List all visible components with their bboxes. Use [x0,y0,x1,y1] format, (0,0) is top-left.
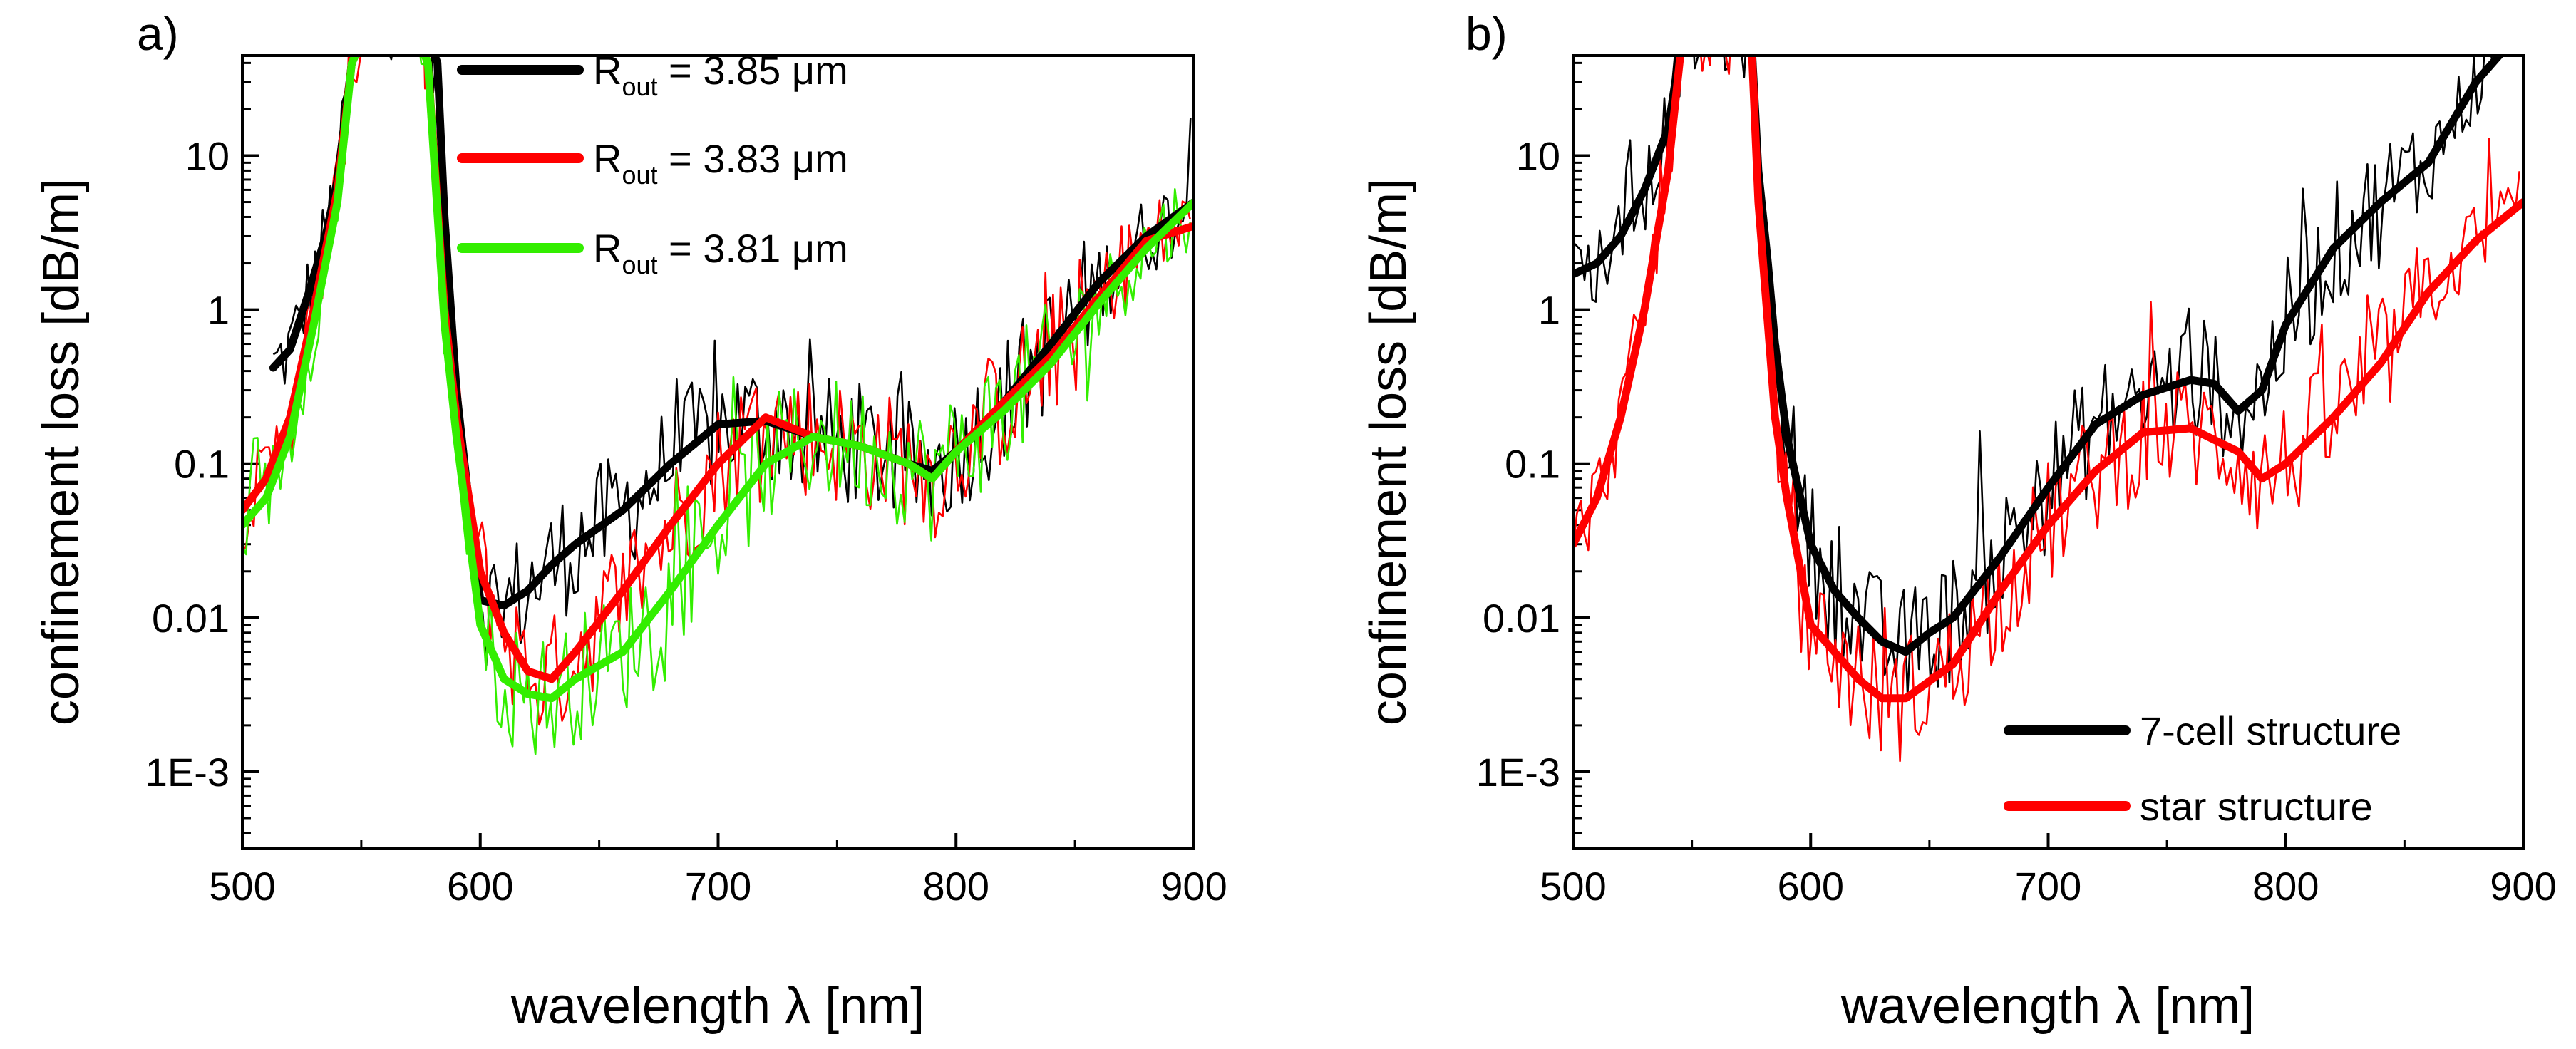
x-tick-label: 900 [2490,864,2556,909]
raw-trace-1 [1573,56,2520,763]
panel-a: 500 600 700 800 900 1E-3 0.01 0.1 1 10 wavelengt… [33,7,1227,1035]
y-tick-label: 0.1 [1505,442,1560,487]
series-line-1 [1573,56,2523,703]
y-tick-label: 10 [185,133,230,178]
panel-b-legend: 7-cell structure star structure [2004,708,2401,829]
x-tick-label: 800 [923,864,989,909]
y-tick-label: 1E-3 [145,750,230,795]
panel-a-y-axis-title: confinement loss [dB/m] [33,178,90,725]
y-tick-label: 0.1 [174,442,230,487]
legend-entry-text: star structure [2140,784,2373,829]
y-tick-label: 1 [207,288,230,333]
panel-a-frame [241,54,1195,850]
y-tick-label: 0.01 [152,596,230,641]
legend-entry-text: Rout = 3.85 μm [593,48,848,101]
legend-entry-text: Rout = 3.83 μm [593,136,848,190]
panel-b-x-axis-title: wavelength λ [nm] [1840,978,2255,1035]
y-tick-label: 1 [1538,288,1560,333]
series-line-0 [1573,56,2504,656]
panel-a-y-tick-labels: 1E-3 0.01 0.1 1 10 [145,133,230,794]
x-tick-label: 600 [1778,864,1844,909]
series-line-2 [242,56,1194,703]
raw-trace-0 [1573,56,2496,697]
panel-b-frame [1572,54,2525,850]
panel-b-y-axis-title: confinement loss [dB/m] [1360,178,1417,725]
panel-b-series [1573,56,2523,703]
x-tick-label: 500 [209,864,275,909]
raw-trace-0 [272,56,1192,666]
x-tick-label: 900 [1160,864,1227,909]
x-tick-label: 700 [685,864,751,909]
panel-b-x-tick-labels: 500 600 700 800 900 [1540,864,2556,909]
y-tick-label: 1E-3 [1476,750,1560,795]
panel-b-y-tick-labels: 1E-3 0.01 0.1 1 10 [1476,133,1560,794]
x-tick-label: 700 [2015,864,2081,909]
panel-b-label: b) [1465,7,1508,60]
x-tick-label: 500 [1540,864,1606,909]
x-tick-label: 800 [2252,864,2319,909]
y-tick-label: 10 [1516,133,1560,178]
panel-b: 500 600 700 800 900 1E-3 0.01 0.1 1 10 wavelengt… [1360,7,2557,1035]
panel-b-raw-traces [1573,56,2520,763]
legend-entry-text: 7-cell structure [2140,708,2401,753]
panel-a-label: a) [137,7,179,60]
y-tick-label: 0.01 [1483,596,1560,641]
panel-a-series [242,56,1194,703]
panel-a-x-tick-labels: 500 600 700 800 900 [209,864,1227,909]
panel-a-x-axis-title: wavelength λ [nm] [510,978,924,1035]
x-tick-label: 600 [447,864,513,909]
